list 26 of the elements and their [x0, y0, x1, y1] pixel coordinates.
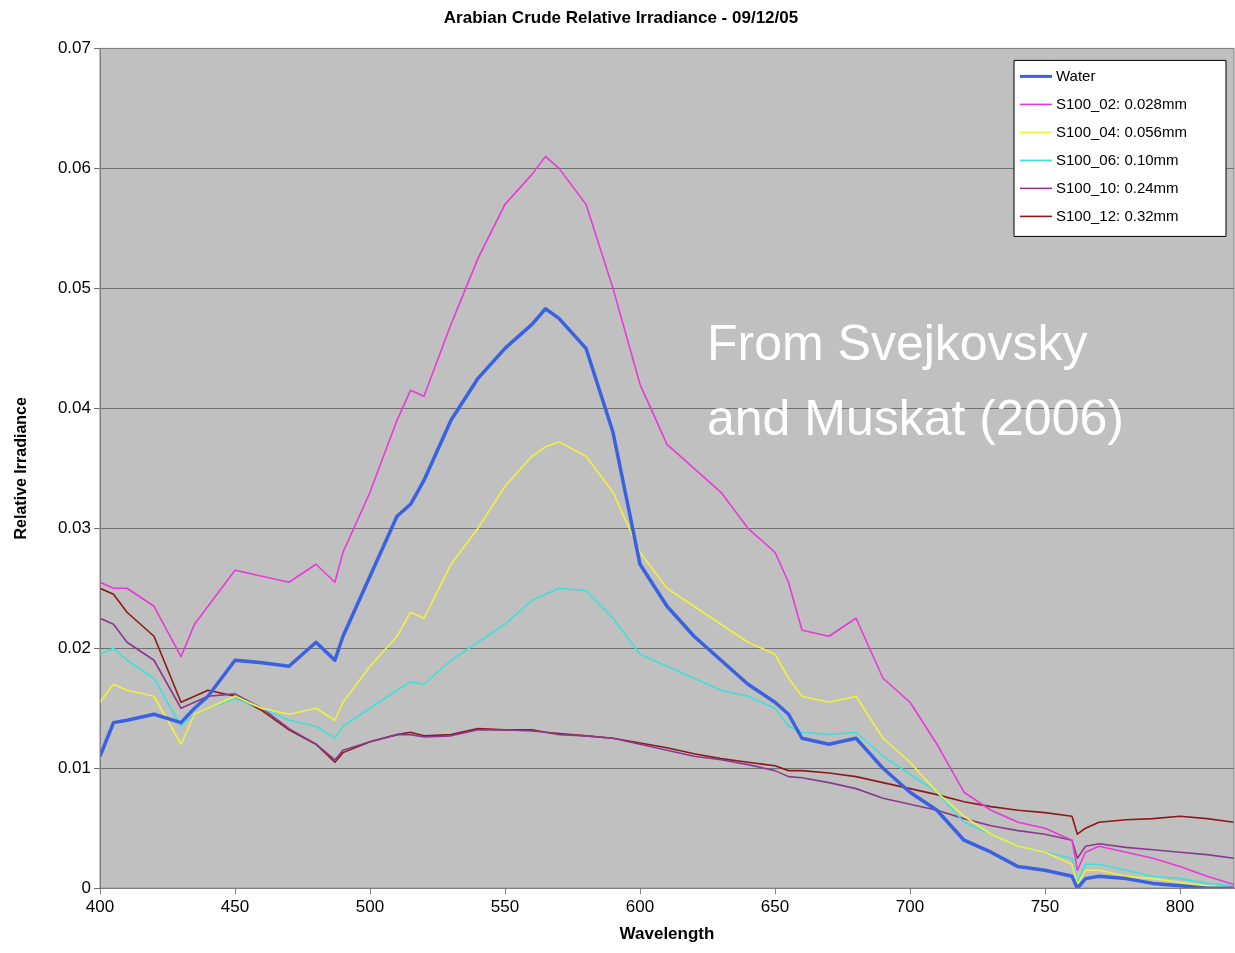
x-tick-label: 750	[1030, 897, 1060, 917]
legend-label: Water	[1056, 66, 1096, 84]
y-tick-label: 0.02	[57, 637, 91, 657]
y-tick-label: 0.03	[57, 517, 91, 537]
chart-title: Arabian Crude Relative Irradiance - 09/12/05	[443, 7, 799, 27]
x-tick-label: 800	[1165, 897, 1195, 917]
legend-label: S100_10: 0.24mm	[1056, 178, 1179, 196]
y-tick-label: 0.06	[57, 158, 91, 178]
legend-label: S100_12: 0.32mm	[1056, 206, 1179, 224]
x-tick-label: 550	[490, 897, 520, 917]
x-tick-label: 700	[895, 897, 925, 917]
y-tick-label: 0	[81, 877, 91, 897]
y-tick-label: 0.05	[57, 278, 91, 298]
x-axis-title: Wavelength	[619, 924, 715, 944]
y-axis-title: Relative Irradiance	[12, 397, 30, 540]
legend-label: S100_06: 0.10mm	[1056, 150, 1179, 168]
x-tick-label: 500	[355, 897, 385, 917]
y-tick-label: 0.07	[57, 38, 91, 58]
x-tick-label: 650	[760, 897, 790, 917]
x-tick-label: 400	[85, 897, 115, 917]
legend-label: S100_02: 0.028mm	[1056, 94, 1187, 112]
y-tick-label: 0.01	[57, 757, 91, 777]
x-tick-label: 450	[220, 897, 250, 917]
y-tick-label: 0.04	[57, 398, 91, 417]
x-tick-label: 600	[625, 897, 655, 917]
legend-label: S100_04: 0.056mm	[1056, 122, 1187, 140]
